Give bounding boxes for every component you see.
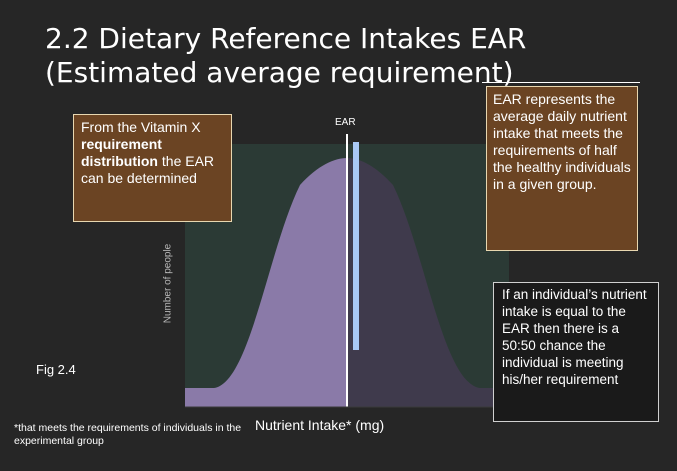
- callout-left-text-pre: From the Vitamin X: [81, 119, 201, 135]
- callout-left-text-bold: requirement distribution: [81, 136, 162, 169]
- y-axis-label: Number of people: [162, 243, 174, 324]
- x-axis-label: Nutrient Intake* (mg): [255, 417, 385, 433]
- slide-title: 2.2 Dietary Reference Intakes EAR (Estim…: [45, 22, 526, 90]
- footnote: *that meets the requirements of individu…: [14, 422, 242, 447]
- ear-label: EAR: [335, 117, 356, 128]
- slide-title-line1: 2.2 Dietary Reference Intakes EAR: [45, 22, 527, 55]
- curve-right-fill: [347, 158, 509, 407]
- callout-left-text-post: the EAR can be determined: [81, 153, 215, 186]
- curve-left-fill: [185, 158, 347, 407]
- title-underline: [482, 82, 640, 83]
- slide-title-line2: (Estimated average requirement): [45, 56, 514, 89]
- ear-bar: [353, 142, 359, 350]
- callout-requirement-distribution: From the Vitamin X requirement distribut…: [73, 114, 232, 222]
- callout-individual-intake: If an individual’s nutrient intake is eq…: [493, 282, 659, 422]
- figure-label: Fig 2.4: [36, 362, 76, 377]
- callout-ear-definition: EAR represents the average daily nutrien…: [486, 86, 638, 251]
